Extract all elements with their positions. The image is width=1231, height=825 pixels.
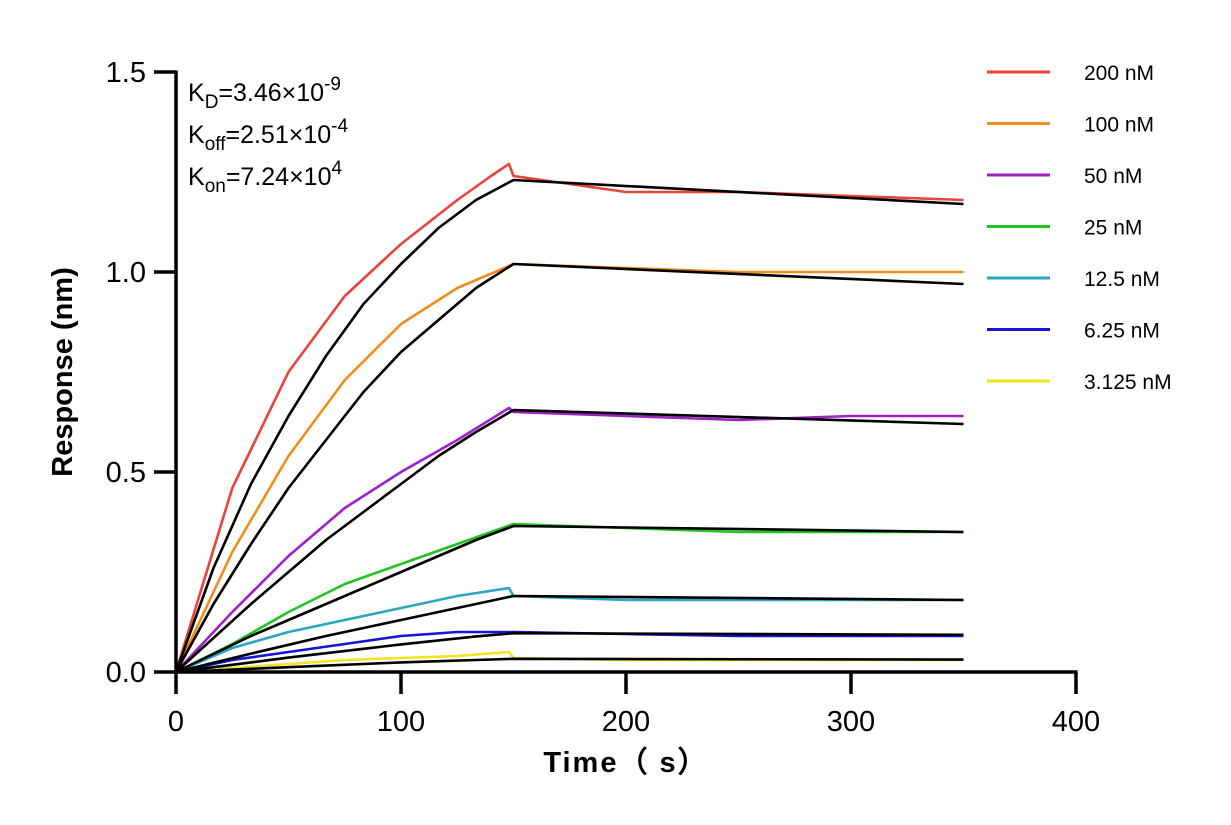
- fit-curves-layer: [174, 178, 964, 674]
- fit-line-5: [175, 594, 964, 674]
- fit-line-6: [175, 631, 964, 674]
- series-line-3: [175, 406, 964, 673]
- series-line-4: [175, 522, 964, 674]
- kinetic-constant-d: KD=3.46×10-9: [188, 74, 341, 113]
- x-tick-label: 200: [602, 706, 650, 738]
- legend: 200 nM 100 nM 50 nM 25 nM 12.5 nM 6.25 nM 3.12…: [987, 62, 1172, 394]
- series-line-2: [174, 262, 964, 673]
- y-tick-label: 0.5: [106, 457, 146, 489]
- kinetic-constant-on: Kon=7.24×104: [188, 158, 343, 197]
- y-tick-label: 0.0: [106, 657, 146, 689]
- kinetic-constant-off: Koff=2.51×10-4: [188, 116, 348, 155]
- axes-layer: 0 100 200 300 400 0.0 0.5 1.0 1.5: [106, 57, 1101, 738]
- y-axis-title: Response (nm): [47, 267, 79, 476]
- legend-label: 200 nM: [1084, 62, 1154, 85]
- fit-line-3: [175, 408, 964, 673]
- x-tick-label: 300: [827, 706, 875, 738]
- legend-label: 6.25 nM: [1084, 320, 1160, 343]
- x-tick-label: 0: [168, 706, 184, 738]
- series-line-7: [175, 650, 964, 674]
- fit-line-7: [175, 657, 964, 674]
- legend-label: 50 nM: [1084, 165, 1142, 188]
- legend-label: 100 nM: [1084, 114, 1154, 137]
- series-line-5: [175, 586, 964, 674]
- fit-line-4: [175, 524, 964, 674]
- fit-line-2: [174, 262, 964, 673]
- x-tick-label: 100: [377, 706, 425, 738]
- fit-line-1: [174, 178, 964, 673]
- x-tick-label: 400: [1052, 706, 1100, 738]
- legend-label: 12.5 nM: [1084, 268, 1160, 291]
- legend-label: 25 nM: [1084, 217, 1142, 240]
- y-tick-label: 1.0: [106, 257, 146, 289]
- series-line-6: [175, 630, 964, 674]
- legend-label: 3.125 nM: [1084, 371, 1172, 394]
- y-tick-label: 1.5: [106, 57, 146, 89]
- x-axis-title: Time（ s）: [543, 746, 708, 779]
